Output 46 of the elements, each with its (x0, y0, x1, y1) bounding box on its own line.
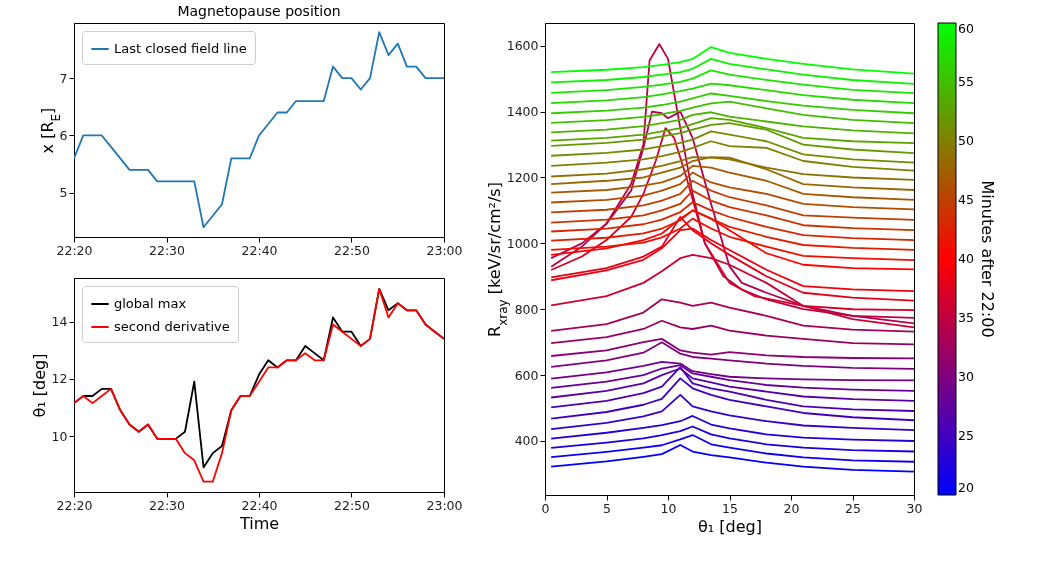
y-tick-label: 14 (51, 314, 68, 330)
y-tick-label: 7 (59, 70, 68, 86)
y-tick-label: 400 (514, 433, 539, 449)
y-tick-label: 600 (514, 367, 539, 383)
y-tick-label: 1000 (506, 235, 539, 251)
x-axis-title: θ₁ [deg] (698, 517, 762, 536)
color-bar-label: 40 (958, 251, 974, 266)
x-tick-label: 22:30 (149, 497, 186, 513)
color-bar-label: 50 (958, 133, 974, 148)
x-tick-label: 23:00 (426, 242, 463, 258)
legend-label: Last closed field line (114, 41, 247, 56)
x-tick-label: 22:50 (333, 242, 371, 258)
x-tick-label: 15 (722, 500, 738, 516)
color-bar-label: 60 (958, 21, 974, 36)
y-axis-title: θ₁ [deg] (29, 353, 49, 418)
color-bar-title: Minutes after 22:00 (978, 180, 997, 338)
x-tick-label: 30 (906, 500, 923, 516)
y-tick-label: 1600 (506, 38, 539, 54)
x-tick-label: 5 (603, 500, 611, 516)
x-tick-label: 0 (541, 500, 550, 516)
x-tick-label: 22:20 (56, 497, 93, 513)
x-tick-label: 25 (845, 500, 861, 516)
x-tick-label: 23:00 (426, 497, 463, 513)
y-tick-label: 1200 (506, 169, 539, 185)
x-tick-label: 22:40 (241, 497, 278, 513)
x-tick-label: 20 (783, 500, 800, 516)
y-tick-label: 12 (51, 371, 68, 387)
x-axis-title: Time (238, 514, 280, 533)
x-tick-label: 22:30 (149, 242, 186, 258)
y-tick-label: 1400 (506, 104, 539, 120)
color-bar-label: 35 (958, 310, 974, 325)
legend-label: second derivative (114, 319, 230, 334)
y-tick-label: 5 (59, 185, 68, 201)
color-bar-label: 55 (958, 74, 974, 89)
x-tick-label: 22:50 (333, 497, 371, 513)
chart-title: Magnetopause position (177, 3, 341, 19)
color-bar-label: 20 (958, 480, 974, 495)
legend-label: global max (114, 296, 187, 311)
y-tick-label: 10 (51, 428, 68, 444)
x-tick-label: 22:40 (241, 242, 278, 258)
x-tick-label: 10 (660, 500, 677, 516)
color-bar-label: 25 (958, 428, 974, 443)
x-tick-label: 22:20 (56, 242, 93, 258)
color-bar-label: 45 (958, 192, 974, 207)
y-tick-label: 800 (514, 301, 539, 317)
color-bar-label: 30 (958, 369, 974, 384)
